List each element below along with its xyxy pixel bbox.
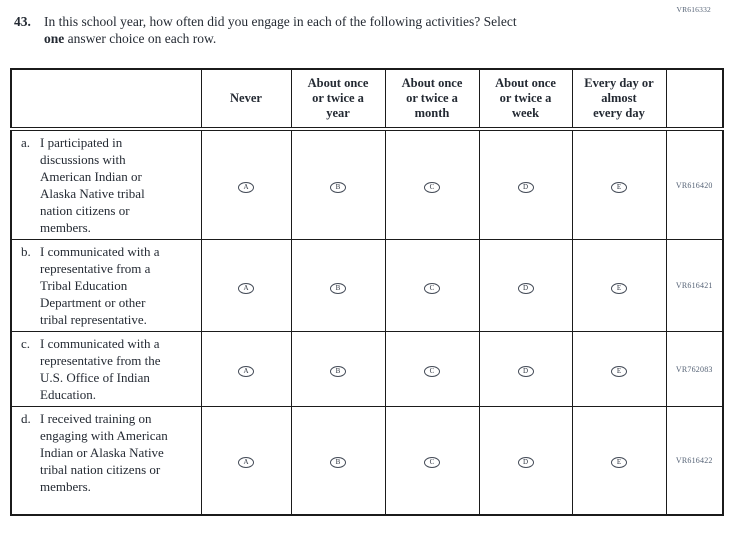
table-row-c: c. I communicated with a representative f… (10, 331, 724, 407)
option-cell-b-e: E (571, 239, 667, 332)
row-statement-cell-c: c. I communicated with a representative f… (10, 331, 202, 407)
option-cell-d-e: E (571, 406, 667, 515)
question-line-2: one answer choice on each row. (44, 30, 517, 47)
option-bubble-d-b[interactable]: B (330, 457, 346, 469)
row-letter: a. (21, 135, 31, 150)
option-cell-b-a: A (200, 239, 292, 332)
option-bubble-d-d[interactable]: D (517, 457, 534, 469)
option-bubble-b-c[interactable]: C (424, 282, 440, 294)
option-bubble-d-c[interactable]: C (424, 457, 440, 469)
question-line-2-rest: answer choice on each row. (64, 31, 217, 46)
table-row-a: a. I participated in discussions with Ame… (10, 128, 724, 240)
option-cell-d-c: C (384, 406, 480, 515)
option-cell-d-a: A (200, 406, 292, 515)
column-header-once-twice-month: About once or twice a month (384, 68, 480, 131)
option-cell-c-c: C (384, 331, 480, 407)
option-bubble-c-e[interactable]: E (611, 366, 627, 377)
option-cell-b-d: D (478, 239, 573, 332)
column-header-every-day: Every day or almost every day (571, 68, 667, 131)
option-bubble-b-a[interactable]: A (238, 282, 254, 294)
table-row-d: d. I received training on engaging with A… (10, 406, 724, 515)
row-statement: I participated in discussions with Ameri… (40, 135, 145, 235)
question-block: 43. In this school year, how often did y… (14, 13, 634, 47)
option-cell-a-d: D (478, 128, 573, 240)
option-cell-a-a: A (200, 128, 292, 240)
row-code: VR762083 (665, 331, 724, 407)
option-cell-b-c: C (384, 239, 480, 332)
column-header-never: Never (200, 68, 292, 131)
option-cell-a-e: E (571, 128, 667, 240)
table-row-b: b. I communicated with a representative f… (10, 239, 724, 332)
row-statement-cell-b: b. I communicated with a representative f… (10, 239, 202, 332)
option-bubble-a-d[interactable]: D (517, 182, 534, 193)
option-bubble-c-a[interactable]: A (238, 366, 254, 377)
option-bubble-c-d[interactable]: D (517, 366, 534, 377)
option-cell-c-b: B (290, 331, 386, 407)
option-bubble-c-b[interactable]: B (330, 366, 346, 377)
option-cell-c-d: D (478, 331, 573, 407)
option-bubble-b-e[interactable]: E (611, 282, 627, 294)
option-cell-a-c: C (384, 128, 480, 240)
header-corner-cell (10, 68, 202, 131)
row-letter: d. (21, 411, 31, 426)
option-bubble-c-c[interactable]: C (424, 366, 440, 377)
row-code: VR616422 (665, 406, 724, 515)
page-code: VR616332 (676, 5, 711, 14)
option-bubble-b-d[interactable]: D (517, 282, 534, 294)
option-cell-d-d: D (478, 406, 573, 515)
row-statement: I received training on engaging with Ame… (40, 411, 168, 494)
option-bubble-a-a[interactable]: A (238, 182, 254, 193)
column-header-once-twice-year: About once or twice a year (290, 68, 386, 131)
option-cell-d-b: B (290, 406, 386, 515)
option-cell-b-b: B (290, 239, 386, 332)
header-row: Never About once or twice a year About once o… (10, 68, 724, 131)
column-header-once-twice-week: About once or twice a week (478, 68, 573, 131)
header-code-cell (665, 68, 724, 131)
row-statement: I communicated with a representative fro… (40, 244, 160, 327)
response-grid: Never About once or twice a year About once o… (10, 68, 724, 516)
option-cell-a-b: B (290, 128, 386, 240)
option-cell-c-e: E (571, 331, 667, 407)
question-line-1: In this school year, how often did you e… (44, 14, 517, 29)
row-letter: b. (21, 244, 31, 259)
option-bubble-b-b[interactable]: B (330, 282, 346, 294)
row-code: VR616421 (665, 239, 724, 332)
question-number: 43. (14, 14, 31, 29)
row-code: VR616420 (665, 128, 724, 240)
option-bubble-d-a[interactable]: A (238, 457, 254, 469)
row-statement-cell-d: d. I received training on engaging with A… (10, 406, 202, 515)
row-letter: c. (21, 336, 31, 351)
question-text: In this school year, how often did you e… (44, 13, 517, 47)
row-statement: I communicated with a representative fro… (40, 336, 161, 402)
grid-body: a. I participated in discussions with Ame… (10, 128, 724, 515)
option-bubble-a-e[interactable]: E (611, 182, 627, 193)
option-cell-c-a: A (200, 331, 292, 407)
option-bubble-a-b[interactable]: B (330, 182, 346, 193)
question-bold-word: one (44, 31, 65, 46)
option-bubble-a-c[interactable]: C (424, 182, 440, 193)
row-statement-cell-a: a. I participated in discussions with Ame… (10, 128, 202, 240)
option-bubble-d-e[interactable]: E (611, 457, 627, 469)
